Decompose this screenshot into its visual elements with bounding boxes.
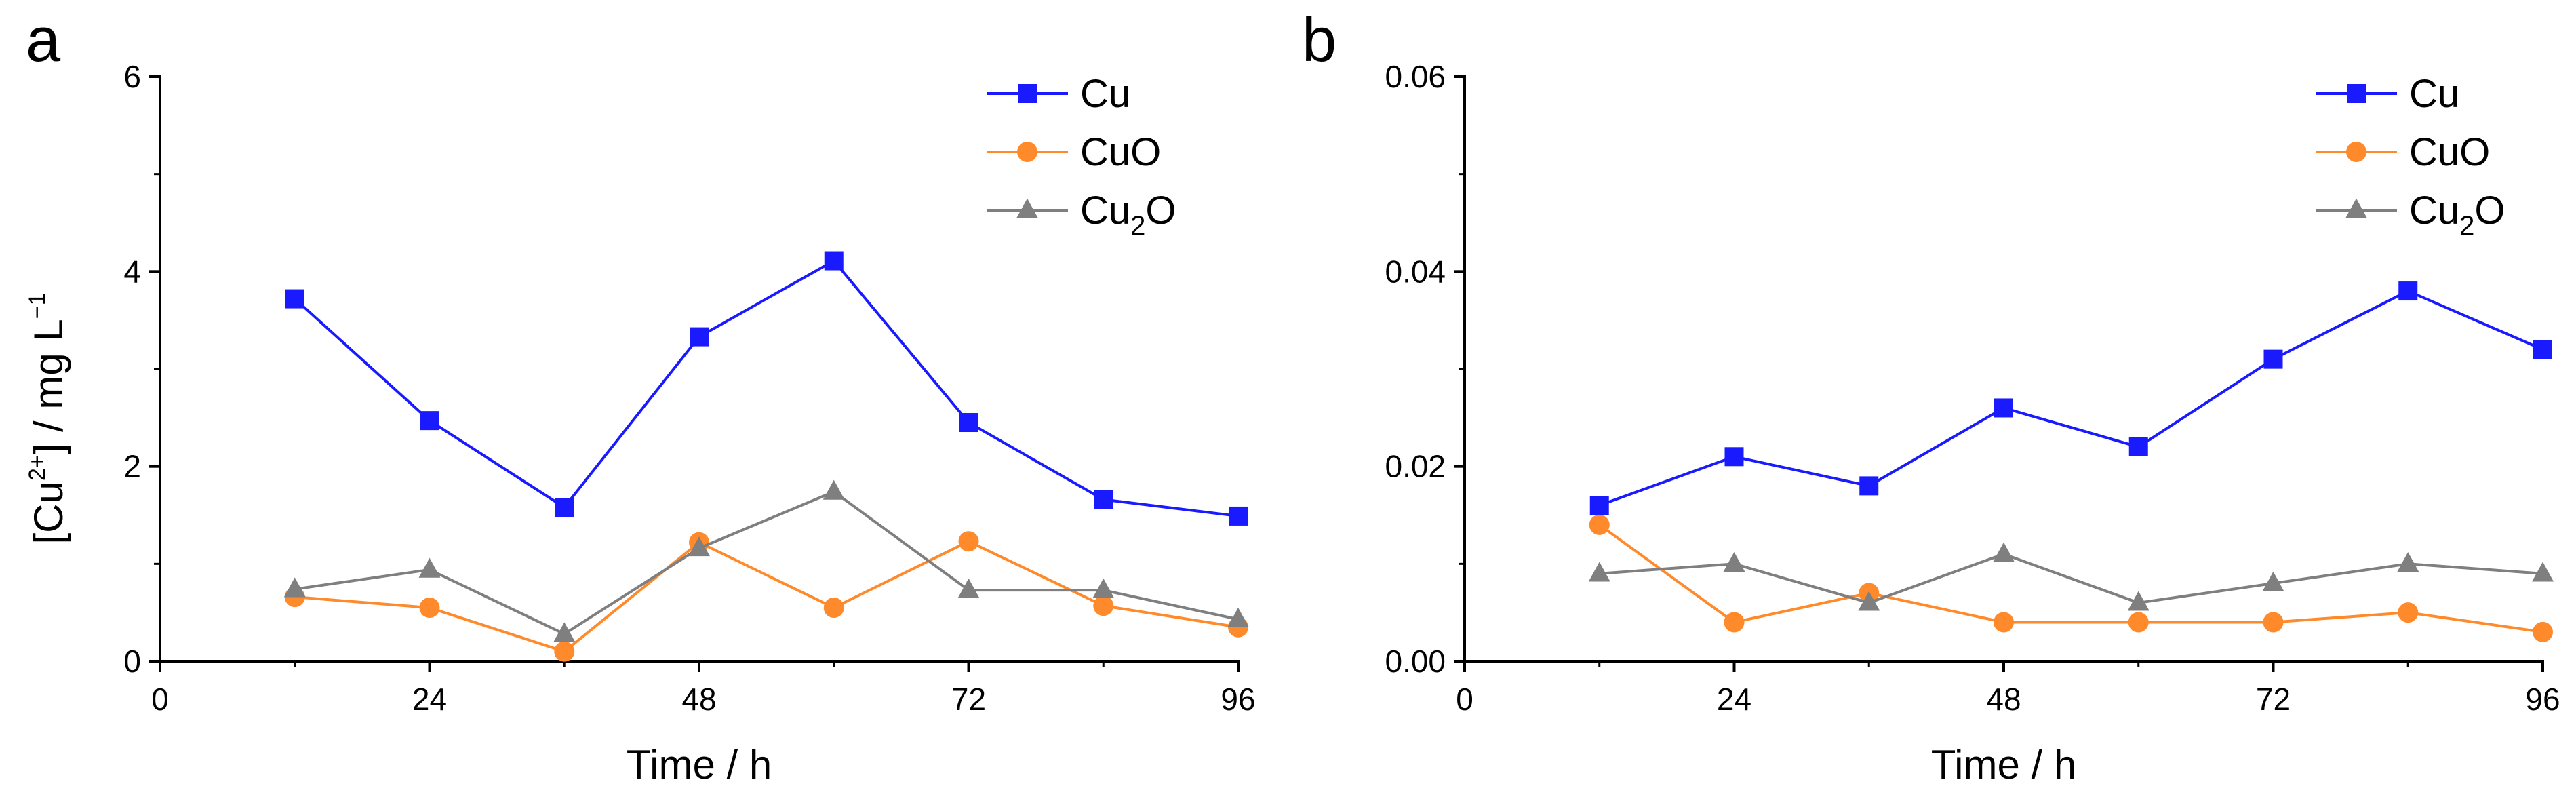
y-tick-label: 0.02 [1385, 449, 1446, 484]
data-point-cuo [554, 641, 575, 662]
data-point-cu2o [283, 577, 306, 598]
data-point-cu [959, 413, 978, 433]
data-point-cuo [1093, 595, 1114, 616]
y-tick-label: 0 [123, 644, 141, 679]
data-point-cu2o [2532, 562, 2554, 582]
legend-label-cuo: CuO [1080, 130, 1161, 174]
x-tick-label: 24 [412, 682, 447, 717]
data-point-cuo [419, 597, 440, 618]
y-tick-label: 0.06 [1385, 59, 1446, 94]
data-point-cu2o [1858, 591, 1880, 611]
series-line-cuo [294, 540, 1239, 653]
legend-marker-cu [1018, 84, 1037, 103]
data-point-cuo [823, 597, 844, 618]
series-line-cu2o [1599, 552, 2543, 604]
legend-label-cu2o: Cu2O [1080, 189, 1176, 241]
series-line-cu2o [294, 490, 1239, 635]
data-point-cuo [1994, 612, 2014, 633]
data-point-cu [1859, 476, 1879, 496]
x-tick-label: 24 [1717, 682, 1751, 717]
data-point-cu [1229, 506, 1248, 526]
data-point-cu [2128, 437, 2148, 456]
series-line-cu [294, 259, 1239, 517]
panel-letter: a [26, 5, 61, 75]
data-point-cu2o [418, 557, 441, 578]
legend-label-cu2o: Cu2O [2409, 189, 2505, 241]
data-point-cu [1724, 447, 1744, 467]
data-point-cu2o [823, 479, 845, 500]
data-point-cuo [1724, 612, 1745, 633]
x-tick-label: 48 [681, 682, 716, 717]
data-point-cu2o [957, 578, 980, 598]
x-tick-label: 72 [951, 682, 986, 717]
data-point-cu [555, 498, 574, 517]
x-tick-label: 72 [2256, 682, 2291, 717]
y-tick-label: 4 [123, 254, 141, 289]
data-point-cu2o [1723, 551, 1745, 572]
data-point-cu2o [2397, 551, 2419, 572]
legend-label-cu: Cu [1080, 72, 1130, 116]
panel-b-chart: b 0 24 48 72 96 0.00 0.02 0.04 0.06 Time / h Cu CuO C… [1302, 5, 2560, 787]
legend-marker-cuo [2346, 142, 2366, 162]
data-point-cuo [1589, 514, 1610, 535]
legend-marker-cu2o [1016, 198, 1038, 218]
y-axis-title: [Cu2+] / mg L−1 [24, 293, 71, 545]
legend-marker-cuo [1017, 142, 1037, 162]
data-point-cu2o [1993, 542, 2015, 562]
data-point-cu2o [1227, 607, 1249, 627]
x-axis-title: Time / h [1931, 742, 2076, 787]
x-tick-label: 96 [1221, 682, 1255, 717]
legend-label-cuo: CuO [2409, 130, 2490, 174]
series-line-cuo [1598, 524, 2543, 633]
data-point-cu [1094, 490, 1113, 509]
x-tick-label: 96 [2525, 682, 2560, 717]
data-point-cu2o [1588, 562, 1610, 582]
data-point-cu [285, 289, 304, 309]
data-point-cu [2533, 340, 2552, 359]
data-point-cu2o [2262, 571, 2284, 591]
y-tick-label: 0.04 [1385, 254, 1446, 289]
series-line-cu [1599, 290, 2543, 507]
legend-label-cu: Cu [2409, 72, 2459, 116]
data-point-cuo [2533, 621, 2553, 642]
y-tick-label: 6 [123, 59, 141, 94]
legend-marker-cu2o [2345, 198, 2367, 218]
data-point-cu2o [2127, 591, 2149, 611]
data-point-cu2o [1092, 578, 1115, 598]
data-point-cu [2398, 281, 2418, 301]
data-point-cuo [2128, 612, 2149, 633]
x-tick-label: 0 [151, 682, 169, 717]
data-point-cuo [2398, 602, 2419, 623]
data-point-cu [690, 327, 709, 347]
y-tick-label: 0.00 [1385, 644, 1446, 679]
data-point-cuo [2263, 612, 2284, 633]
data-point-cu [2263, 349, 2283, 369]
x-axis-title: Time / h [627, 742, 772, 787]
x-tick-label: 48 [1986, 682, 2021, 717]
data-point-cuo [958, 531, 979, 552]
panel-letter: b [1302, 5, 1336, 75]
y-tick-label: 2 [123, 449, 141, 484]
data-point-cu [420, 411, 439, 431]
x-tick-label: 0 [1456, 682, 1473, 717]
legend-marker-cu [2347, 84, 2366, 103]
data-point-cu [1994, 398, 2013, 418]
data-point-cu [1589, 496, 1609, 515]
data-point-cu2o [553, 622, 576, 642]
data-point-cu2o [688, 536, 710, 557]
data-point-cu [824, 251, 844, 271]
